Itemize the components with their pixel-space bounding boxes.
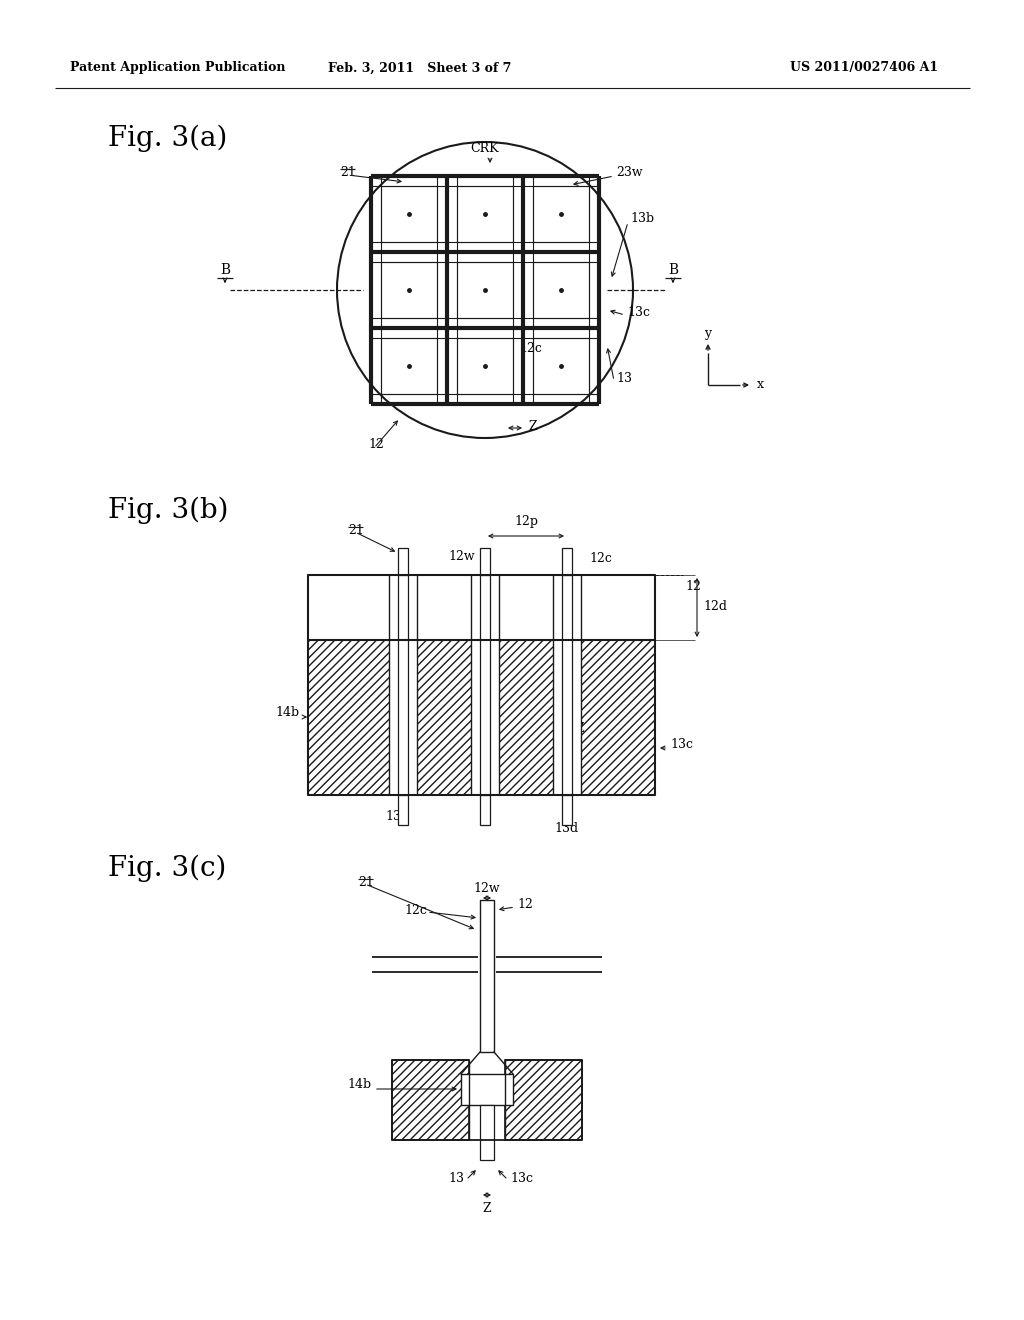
Bar — [389, 576, 417, 640]
Bar — [381, 261, 437, 318]
Text: 13c: 13c — [510, 1172, 534, 1184]
Bar — [308, 640, 655, 795]
Text: Feb. 3, 2011   Sheet 3 of 7: Feb. 3, 2011 Sheet 3 of 7 — [329, 62, 512, 74]
Text: 12d: 12d — [703, 601, 727, 614]
Bar — [471, 576, 499, 640]
Text: 14b: 14b — [348, 1077, 372, 1090]
Text: CRK: CRK — [471, 141, 500, 154]
Text: 12: 12 — [517, 899, 532, 912]
Text: 12: 12 — [685, 579, 700, 593]
Text: Z: Z — [528, 420, 537, 433]
Text: Patent Application Publication: Patent Application Publication — [70, 62, 286, 74]
Bar — [398, 576, 408, 795]
Bar — [553, 640, 581, 795]
Text: 13: 13 — [616, 371, 632, 384]
Bar — [398, 548, 408, 576]
Bar — [505, 1060, 582, 1140]
Bar — [562, 576, 572, 795]
Bar — [461, 1074, 513, 1105]
Bar — [480, 576, 490, 795]
Bar — [562, 548, 572, 576]
Text: 14b: 14b — [275, 705, 300, 718]
Text: Fig. 3(c): Fig. 3(c) — [108, 855, 226, 882]
Text: B: B — [668, 263, 678, 277]
Bar — [534, 338, 589, 393]
Text: 12c: 12c — [589, 552, 612, 565]
Bar — [534, 261, 589, 318]
Text: Z: Z — [482, 1203, 492, 1216]
Text: Z: Z — [575, 722, 584, 735]
Text: Fig. 3(a): Fig. 3(a) — [108, 125, 227, 152]
Bar — [381, 186, 437, 242]
Bar — [480, 795, 490, 825]
Text: 21: 21 — [348, 524, 364, 536]
Text: 12p: 12p — [514, 516, 538, 528]
Bar — [389, 640, 417, 795]
Text: 21: 21 — [358, 875, 374, 888]
Text: 12: 12 — [368, 438, 384, 451]
Text: 13: 13 — [449, 1172, 464, 1184]
Bar — [553, 576, 581, 640]
Bar — [308, 576, 655, 640]
Text: US 2011/0027406 A1: US 2011/0027406 A1 — [790, 62, 938, 74]
Text: 13b: 13b — [630, 211, 654, 224]
Text: 13c: 13c — [670, 738, 693, 751]
Bar — [457, 186, 513, 242]
Bar — [480, 1105, 494, 1160]
Text: x: x — [757, 379, 764, 392]
Text: 12c: 12c — [404, 903, 427, 916]
Text: 13c: 13c — [627, 305, 650, 318]
Text: 12w: 12w — [449, 549, 475, 562]
Text: 23w: 23w — [616, 165, 643, 178]
Bar — [392, 1060, 469, 1140]
Bar — [471, 640, 499, 795]
Text: 13: 13 — [385, 810, 401, 824]
Bar — [534, 186, 589, 242]
Text: y: y — [705, 326, 712, 339]
Bar — [457, 261, 513, 318]
Bar — [457, 338, 513, 393]
Bar — [398, 795, 408, 825]
Bar — [381, 338, 437, 393]
Text: B: B — [220, 263, 230, 277]
Text: Fig. 3(b): Fig. 3(b) — [108, 498, 228, 524]
Text: 12c: 12c — [519, 342, 542, 355]
Bar — [480, 900, 494, 1052]
Bar — [562, 795, 572, 825]
Text: 12w: 12w — [474, 882, 501, 895]
Bar — [480, 548, 490, 576]
Text: 13d: 13d — [555, 822, 579, 836]
Text: 21: 21 — [340, 165, 356, 178]
